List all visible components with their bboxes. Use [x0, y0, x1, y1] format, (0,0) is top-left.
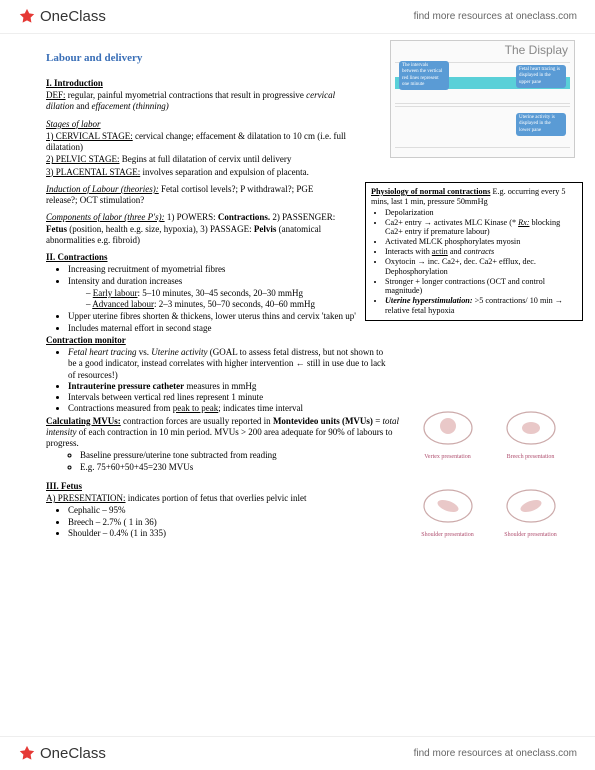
footer-link[interactable]: find more resources at oneclass.com: [414, 748, 577, 759]
induction: Induction of Labour (theories): Fetal co…: [46, 184, 346, 207]
stage-3: 3) PLACENTAL STAGE: involves separation …: [46, 167, 346, 178]
list-item: Intervals between vertical red lines rep…: [68, 392, 386, 403]
physio-item: Activated MLCK phosphorylates myosin: [385, 237, 577, 247]
physio-item: Interacts with actin and contracts: [385, 247, 577, 257]
list-item: Includes maternal effort in second stage: [68, 323, 549, 334]
stages-head: Stages of labor: [46, 119, 101, 129]
pelvis-icon: [418, 404, 478, 450]
display-lower-strip: Uterine activity is displayed in the low…: [395, 106, 570, 148]
pelvis-icon: [418, 482, 478, 528]
pelvis-vertex: Vertex presentation: [409, 404, 486, 464]
list-item: Fetal heart tracing vs. Uterine activity…: [68, 347, 386, 381]
physio-item: Ca2+ entry → activates MLC Kinase (* Rx:…: [385, 218, 577, 238]
stage-2: 2) PELVIC STAGE: Begins at full dilatati…: [46, 154, 346, 165]
physio-item: Oxytocin → inc. Ca2+, dec. Ca2+ efflux, …: [385, 257, 577, 277]
stage-1: 1) CERVICAL STAGE: cervical change; effa…: [46, 131, 346, 154]
display-diagram: The Display The intervals between the ve…: [390, 40, 575, 158]
display-bubble-2: Fetal heart tracing is displayed in the …: [516, 65, 566, 88]
display-bubble-1: The intervals between the vertical red l…: [399, 61, 449, 90]
intro-definition: DEF: regular, painful myometrial contrac…: [46, 90, 346, 113]
monitor-list: Fetal heart tracing vs. Uterine activity…: [46, 347, 386, 415]
pelvis-shoulder-2: Shoulder presentation: [492, 482, 569, 542]
display-title: The Display: [391, 41, 574, 60]
brand-logo-footer: OneClass: [18, 745, 106, 763]
mvu-paragraph: Calculating MVUs: contraction forces are…: [46, 416, 406, 450]
list-item: Contractions measured from peak to peak;…: [68, 403, 386, 414]
pelvis-icon: [501, 482, 561, 528]
physio-item: Uterine hyperstimulation: >5 contraction…: [385, 296, 577, 316]
logo-text: OneClass: [40, 8, 106, 25]
page-header: OneClass find more resources at oneclass…: [0, 0, 595, 34]
monitor-head: Contraction monitor: [46, 335, 126, 345]
brand-logo: OneClass: [18, 8, 106, 26]
logo-icon: [18, 745, 36, 763]
physio-item: Stronger + longer contractions (OCT and …: [385, 277, 577, 297]
display-bubble-3: Uterine activity is displayed in the low…: [516, 113, 566, 136]
pelvis-illustrations: Vertex presentation Breech presentation …: [409, 404, 569, 554]
logo-text: OneClass: [40, 745, 106, 762]
pelvis-shoulder-1: Shoulder presentation: [409, 482, 486, 542]
physio-item: Depolarization: [385, 208, 577, 218]
page-footer: OneClass find more resources at oneclass…: [0, 736, 595, 770]
components: Components of labor (three P's): 1) POWE…: [46, 212, 346, 246]
physiology-box: Physiology of normal contractions E.g. o…: [365, 182, 583, 321]
logo-icon: [18, 8, 36, 26]
header-link[interactable]: find more resources at oneclass.com: [414, 11, 577, 22]
pelvis-icon: [501, 404, 561, 450]
list-item: Intrauterine pressure catheter measures …: [68, 381, 386, 392]
display-upper-strip: The intervals between the vertical red l…: [395, 62, 570, 104]
document-body: The Display The intervals between the ve…: [0, 34, 595, 580]
pelvis-breech: Breech presentation: [492, 404, 569, 464]
